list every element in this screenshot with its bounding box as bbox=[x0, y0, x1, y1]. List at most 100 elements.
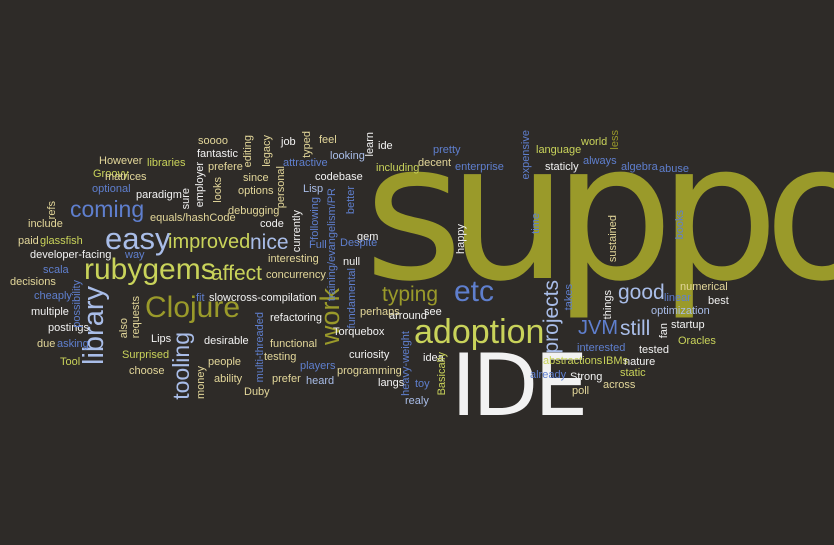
word-better: better bbox=[345, 186, 357, 215]
word-support: support bbox=[364, 102, 834, 323]
word-heard: heard bbox=[306, 375, 335, 387]
word-tested: tested bbox=[639, 344, 669, 356]
word-nature: nature bbox=[624, 356, 656, 368]
word-cheaply: cheaply bbox=[34, 290, 72, 302]
word-requests: requests bbox=[130, 296, 142, 339]
word-lips: Lips bbox=[151, 333, 172, 345]
word-algebra: algebra bbox=[621, 161, 658, 173]
word-personal: personal bbox=[275, 166, 287, 209]
word-expensive: expensive bbox=[520, 130, 532, 180]
word-multiple: multiple bbox=[31, 306, 69, 318]
word-sustained: sustained bbox=[607, 215, 619, 263]
word-typing: typing bbox=[382, 283, 439, 306]
word-easy: easy bbox=[105, 221, 171, 256]
word-tool: Tool bbox=[60, 356, 81, 368]
word-paid: paid bbox=[18, 235, 39, 247]
word-already: already bbox=[530, 369, 567, 381]
word-interesting: interesting bbox=[268, 253, 319, 265]
word-following: following bbox=[309, 197, 321, 240]
word-enterprise: enterprise bbox=[455, 161, 504, 173]
word-adoption: adoption bbox=[414, 313, 545, 351]
word-editing: editing bbox=[242, 135, 254, 168]
word-job: job bbox=[281, 136, 296, 148]
word-poll: poll bbox=[572, 385, 590, 397]
word-equals-hashcode: equals/hashCode bbox=[150, 212, 236, 224]
word-soooo: soooo bbox=[198, 135, 228, 147]
word-gem: gem bbox=[357, 231, 379, 243]
word-strong: Strong bbox=[570, 371, 603, 383]
word-language: language bbox=[536, 144, 582, 156]
word-full: Full bbox=[309, 239, 327, 251]
word-asking: asking bbox=[57, 338, 89, 350]
word-projects: projects bbox=[540, 280, 563, 354]
word-ide-small: ide bbox=[378, 140, 393, 152]
word-startup: startup bbox=[671, 319, 705, 331]
word-optimization: optimization bbox=[651, 305, 710, 317]
word-staticly: staticly bbox=[545, 161, 579, 173]
word-desirable: desirable bbox=[204, 335, 249, 347]
word-world: world bbox=[581, 136, 608, 148]
word-groovy: Groovy bbox=[93, 168, 129, 180]
word-however: However bbox=[99, 155, 143, 167]
word-tooling: tooling bbox=[168, 332, 194, 400]
word-debugging: debugging bbox=[228, 205, 280, 217]
word-duby: Duby bbox=[244, 386, 270, 398]
word-fundamental: fundamental bbox=[346, 268, 358, 329]
word-testing: testing bbox=[264, 351, 297, 363]
word-optional: optional bbox=[92, 183, 131, 195]
word-learn: learn bbox=[364, 132, 376, 157]
word-see: see bbox=[424, 306, 442, 318]
word-linear: linear bbox=[664, 292, 691, 304]
word-surprised: Surprised bbox=[122, 349, 170, 361]
word-people: people bbox=[208, 356, 242, 368]
word-feel: feel bbox=[319, 134, 337, 146]
word-fantastic: fantastic bbox=[197, 148, 238, 160]
word-ability: ability bbox=[214, 373, 243, 385]
word-typed: typed bbox=[301, 131, 313, 158]
word-slow: slow bbox=[209, 292, 232, 304]
word-refs: refs bbox=[46, 201, 58, 220]
word-always: always bbox=[583, 155, 617, 167]
word-interested: interested bbox=[577, 342, 626, 354]
word-money: money bbox=[195, 366, 207, 400]
word-decisions: decisions bbox=[10, 276, 56, 288]
word-ide-large: IDE bbox=[451, 336, 588, 436]
word-prefere: prefere bbox=[208, 161, 243, 173]
word-abstractions: abstractions bbox=[543, 355, 603, 367]
word-codebase: codebase bbox=[315, 171, 363, 183]
word-code: code bbox=[260, 218, 284, 230]
word-training: training/evangelism/PR bbox=[326, 188, 338, 302]
word-libraries: libraries bbox=[147, 157, 186, 169]
word-takes: takes bbox=[563, 284, 575, 311]
word-attractive: attractive bbox=[283, 157, 328, 169]
word-looks: looks bbox=[212, 177, 224, 203]
word-glassfish: glassfish bbox=[40, 235, 83, 247]
word-due: due bbox=[37, 338, 56, 350]
word-torquebox: Torquebox bbox=[333, 326, 385, 338]
word-heavy-weight: heavy-weight bbox=[400, 331, 412, 396]
word-postings: postings bbox=[48, 322, 89, 334]
word-arround: arround bbox=[389, 310, 427, 322]
word-since: since bbox=[243, 172, 269, 184]
word-curiosity: curiosity bbox=[349, 349, 390, 361]
word-cross-compilation: cross-compilation bbox=[231, 292, 317, 304]
word-possibility: possibility bbox=[71, 280, 83, 328]
word-etc: etc bbox=[454, 275, 495, 308]
word-coming: coming bbox=[70, 196, 145, 222]
word-options: options bbox=[238, 185, 274, 197]
word-rubygems: rubygems bbox=[84, 253, 216, 286]
word-toy: toy bbox=[415, 378, 430, 390]
word-realy: realy bbox=[405, 395, 429, 407]
word-pretty: pretty bbox=[433, 144, 461, 156]
word-fan: fan bbox=[658, 323, 670, 339]
word-happy: happy bbox=[455, 224, 467, 254]
word-things: things bbox=[602, 290, 614, 320]
word-perhaps: perhaps bbox=[360, 306, 400, 318]
word-matrices: matrices bbox=[105, 171, 147, 183]
word-still: still bbox=[620, 317, 651, 340]
word-including: including bbox=[376, 162, 420, 174]
word-players: players bbox=[300, 360, 336, 372]
word-langs: langs bbox=[378, 377, 405, 389]
word-ibms: IBMs bbox=[603, 355, 629, 367]
word-affect: affect bbox=[211, 262, 262, 285]
